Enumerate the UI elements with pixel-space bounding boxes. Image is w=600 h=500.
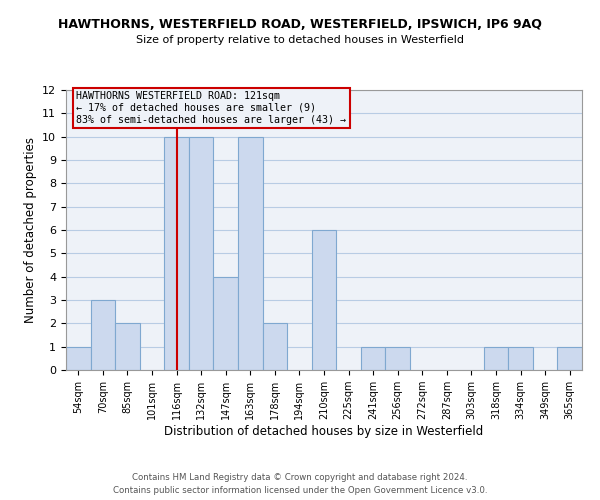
Text: HAWTHORNS, WESTERFIELD ROAD, WESTERFIELD, IPSWICH, IP6 9AQ: HAWTHORNS, WESTERFIELD ROAD, WESTERFIELD… [58,18,542,30]
Bar [361,346,385,370]
Bar [66,346,91,370]
Text: Size of property relative to detached houses in Westerfield: Size of property relative to detached ho… [136,35,464,45]
Bar [385,346,410,370]
Bar [312,230,336,370]
Bar [508,346,533,370]
Y-axis label: Number of detached properties: Number of detached properties [23,137,37,323]
X-axis label: Distribution of detached houses by size in Westerfield: Distribution of detached houses by size … [164,425,484,438]
Bar [115,324,140,370]
Bar [263,324,287,370]
Text: Contains public sector information licensed under the Open Government Licence v3: Contains public sector information licen… [113,486,487,495]
Text: Contains HM Land Registry data © Crown copyright and database right 2024.: Contains HM Land Registry data © Crown c… [132,472,468,482]
Bar [484,346,508,370]
Bar [189,136,214,370]
Bar [238,136,263,370]
Bar [557,346,582,370]
Text: HAWTHORNS WESTERFIELD ROAD: 121sqm
← 17% of detached houses are smaller (9)
83% : HAWTHORNS WESTERFIELD ROAD: 121sqm ← 17%… [76,92,346,124]
Bar [214,276,238,370]
Bar [164,136,189,370]
Bar [91,300,115,370]
